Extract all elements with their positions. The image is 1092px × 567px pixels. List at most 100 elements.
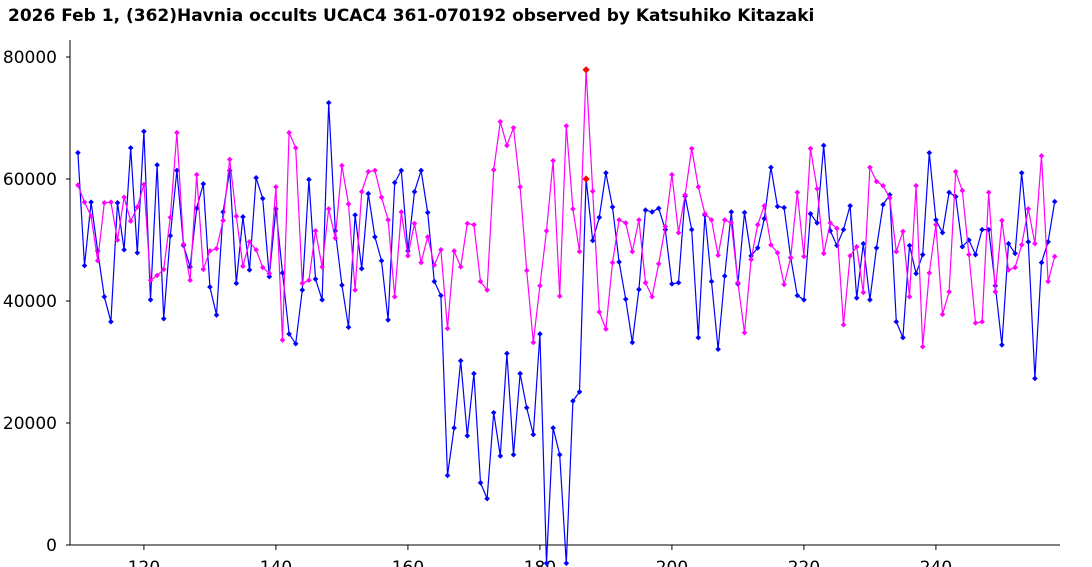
data-point-target [1018, 170, 1025, 176]
x-tick-label: 180 [524, 558, 556, 567]
data-point-comparison [504, 142, 510, 149]
data-point-comparison [127, 218, 134, 224]
data-point-target [154, 162, 160, 168]
data-point-target [946, 189, 952, 196]
data-point-target [688, 226, 695, 233]
data-point-target [1025, 239, 1032, 245]
data-point-target [721, 273, 728, 279]
data-point-comparison [814, 185, 820, 192]
y-tick-label: 60000 [3, 170, 57, 190]
data-point-target [253, 174, 259, 181]
data-point-comparison [741, 329, 748, 336]
data-point-target [418, 167, 424, 174]
data-point-comparison [735, 279, 741, 286]
data-point-comparison [748, 256, 754, 263]
data-point-comparison [900, 228, 906, 235]
data-point-comparison [801, 253, 807, 260]
data-point-comparison [754, 221, 761, 228]
data-point-target [550, 425, 556, 431]
data-point-target [603, 170, 609, 176]
data-point-target [913, 270, 919, 277]
data-point-comparison [200, 266, 207, 273]
data-point-comparison [570, 206, 576, 212]
data-point-target [1051, 198, 1058, 205]
data-point-comparison [913, 182, 919, 189]
data-point-comparison [444, 325, 451, 332]
data-point-target [246, 267, 253, 273]
data-point-comparison [563, 123, 570, 129]
data-point-comparison [266, 270, 273, 277]
data-point-comparison [576, 248, 583, 255]
data-point-comparison [642, 279, 649, 286]
series-line-comparison [77, 69, 1056, 347]
data-point-target [900, 334, 906, 341]
data-point-comparison [721, 217, 728, 223]
data-point-comparison [174, 129, 180, 136]
data-point-target [999, 342, 1005, 348]
data-point-comparison [424, 234, 431, 240]
data-point-comparison [840, 321, 847, 328]
data-point-comparison [457, 264, 464, 270]
data-point-comparison [946, 289, 952, 295]
x-tick-label: 200 [656, 558, 688, 567]
data-point-target [471, 370, 477, 377]
data-point-target [365, 190, 372, 197]
data-point-comparison [253, 246, 259, 253]
data-point-comparison [306, 277, 312, 284]
data-point-comparison [391, 293, 398, 300]
data-point-target [563, 560, 570, 567]
data-point-comparison [94, 257, 101, 264]
x-tick-label: 240 [920, 558, 952, 567]
data-point-comparison [378, 194, 385, 201]
data-point-comparison [451, 248, 457, 254]
data-point-comparison [781, 281, 787, 288]
data-point-target [781, 204, 787, 211]
highlight-point [582, 66, 590, 74]
data-point-target [147, 296, 154, 303]
data-point-target [325, 99, 332, 106]
data-point-comparison [464, 220, 471, 227]
data-point-comparison [649, 293, 655, 300]
data-point-comparison [101, 199, 108, 206]
data-point-comparison [774, 250, 781, 256]
data-point-target [537, 331, 543, 337]
data-point-comparison [226, 156, 233, 163]
data-point-comparison [609, 259, 616, 266]
data-point-target [675, 279, 682, 286]
data-point-comparison [1005, 267, 1012, 273]
data-point-target [616, 259, 622, 265]
data-point-target [259, 195, 266, 202]
data-point-comparison [279, 337, 286, 343]
data-point-target [807, 210, 814, 217]
data-point-target [510, 451, 517, 458]
data-point-target [141, 128, 147, 135]
data-point-comparison [220, 217, 226, 224]
data-point-target [405, 248, 411, 254]
data-point-target [523, 404, 530, 411]
data-point-comparison [114, 237, 121, 243]
data-point-comparison [616, 217, 622, 223]
data-point-comparison [88, 213, 94, 220]
data-point-target [840, 226, 847, 233]
data-point-target [774, 203, 781, 210]
data-point-comparison [213, 245, 220, 252]
data-point-target [497, 453, 504, 459]
data-point-comparison [847, 253, 853, 259]
data-point-comparison [299, 280, 306, 287]
data-point-comparison [596, 309, 603, 315]
data-point-target [919, 251, 926, 258]
data-point-comparison [926, 270, 933, 276]
data-point-target [860, 240, 867, 247]
data-point-comparison [873, 178, 880, 185]
data-point-target [464, 433, 471, 439]
data-point-target [570, 398, 576, 404]
data-point-target [332, 228, 339, 234]
data-point-target [629, 339, 636, 346]
data-point-target [490, 409, 497, 416]
data-point-comparison [807, 145, 814, 152]
data-point-comparison [193, 171, 200, 178]
data-point-comparison [794, 189, 801, 196]
data-point-comparison [556, 293, 563, 299]
data-point-target [636, 286, 642, 293]
data-point-target [121, 246, 127, 253]
